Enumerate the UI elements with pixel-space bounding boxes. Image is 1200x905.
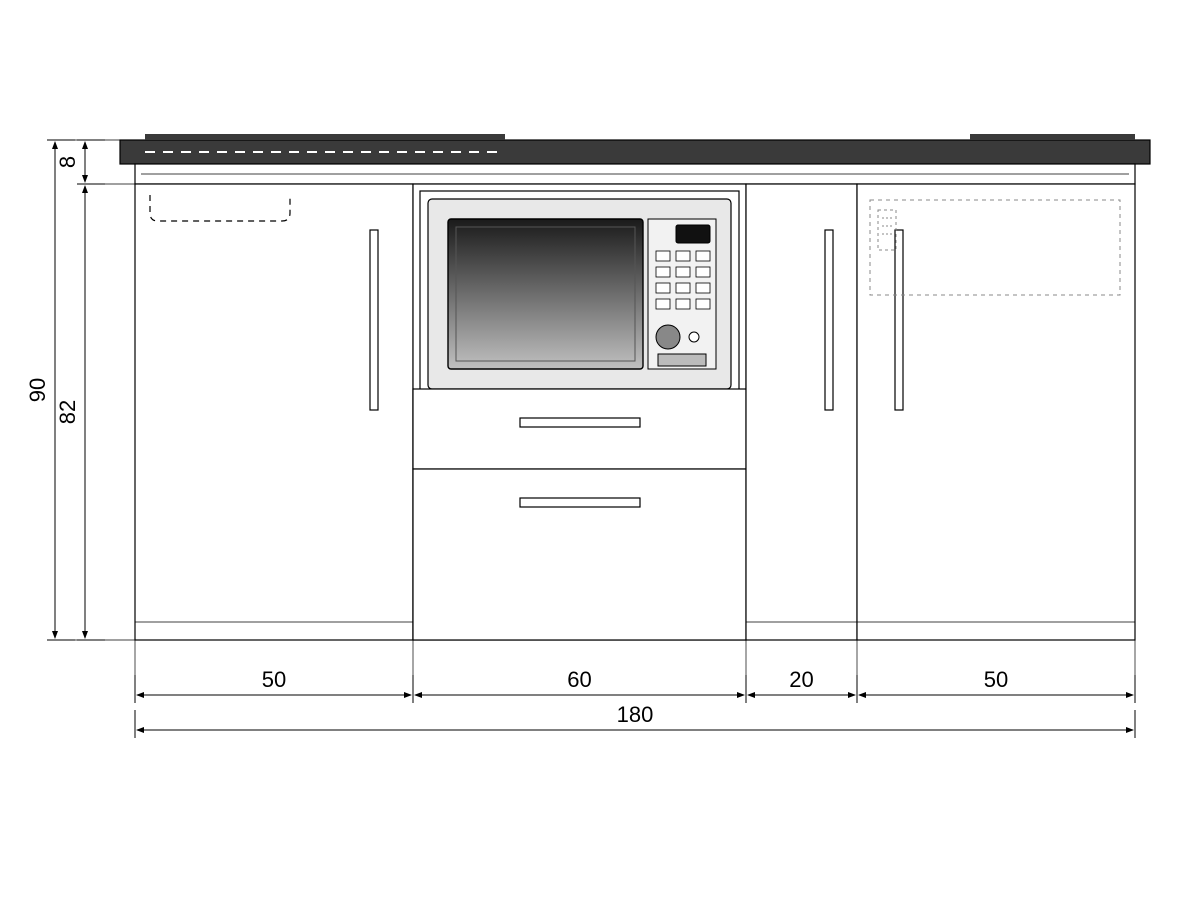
- dim-label-v-8: 8: [55, 156, 80, 168]
- dim-label-h-50: 50: [984, 667, 1008, 692]
- microwave-button: [696, 267, 710, 277]
- microwave-button: [696, 251, 710, 261]
- drawing-canvas: 50 60 20 50 180 8 8290: [0, 0, 1200, 900]
- drawer-2-handle: [520, 498, 640, 507]
- right-cabinet-handle: [895, 230, 903, 410]
- microwave-dial: [656, 325, 680, 349]
- dim-label-h-50: 50: [262, 667, 286, 692]
- microwave-button: [656, 267, 670, 277]
- dim-label-h-180: 180: [617, 702, 654, 727]
- microwave-display: [676, 225, 710, 243]
- drawer-1-handle: [520, 418, 640, 427]
- microwave-button: [656, 251, 670, 261]
- microwave-button: [676, 283, 690, 293]
- drawer-1: [413, 389, 746, 469]
- microwave-button: [696, 299, 710, 309]
- dim-label-v-82: 82: [55, 400, 80, 424]
- technical-drawing-svg: 50 60 20 50 180 8 8290: [0, 0, 1200, 900]
- microwave-window: [448, 219, 643, 369]
- cooktop-left: [145, 134, 505, 140]
- microwave-button: [676, 299, 690, 309]
- dim-label-h-20: 20: [789, 667, 813, 692]
- narrow-cabinet-handle: [825, 230, 833, 410]
- dim-label-h-60: 60: [567, 667, 591, 692]
- drawer-2: [413, 469, 746, 640]
- dim-label-v-90: 90: [25, 378, 50, 402]
- microwave-button: [676, 251, 690, 261]
- left-cabinet-handle: [370, 230, 378, 410]
- narrow-cabinet: [746, 184, 857, 640]
- microwave-button: [676, 267, 690, 277]
- cooktop-right: [970, 134, 1135, 140]
- microwave-button: [656, 299, 670, 309]
- microwave-open-button: [658, 354, 706, 366]
- microwave-button: [656, 283, 670, 293]
- microwave-button: [696, 283, 710, 293]
